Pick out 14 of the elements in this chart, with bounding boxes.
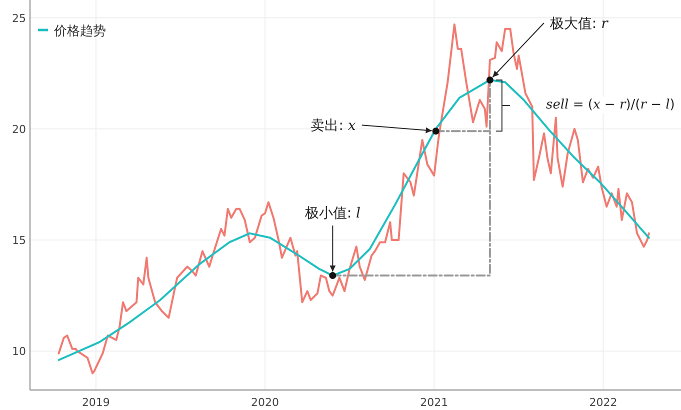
y-tick-label: 10: [12, 345, 26, 358]
y-tick-label: 15: [12, 234, 26, 247]
text: sell = (x − r)/(r − l): [546, 98, 675, 113]
annotation: 卖出: x: [310, 118, 356, 134]
x-tick-label: 2020: [251, 396, 280, 409]
annotation: 极大值: r: [548, 16, 610, 32]
y-tick-label: 20: [12, 122, 26, 136]
x-tick-label: 2022: [589, 396, 618, 409]
x-tick-label: 2019: [82, 396, 110, 409]
x-tick-label: 2021: [420, 396, 448, 409]
legend: 价格趋势: [38, 24, 106, 39]
annotation: 极小值: l: [304, 206, 360, 222]
legend-label: 价格趋势: [53, 24, 106, 39]
y-tick-label: 25: [12, 12, 26, 25]
